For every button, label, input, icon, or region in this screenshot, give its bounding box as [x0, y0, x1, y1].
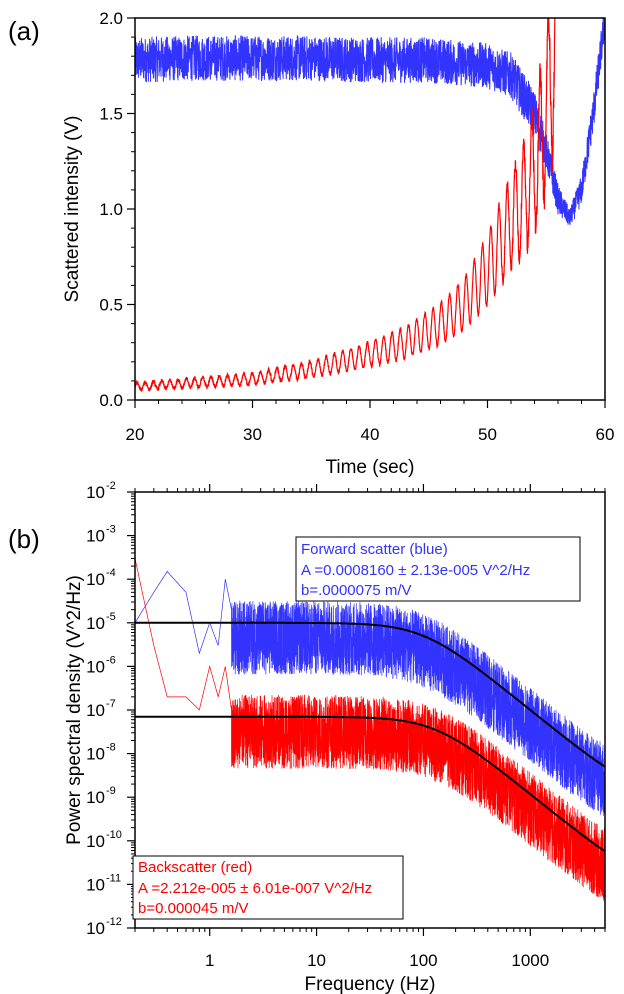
b-ytick-exponent: -10: [106, 829, 122, 841]
b-ytick-exponent: -12: [106, 916, 122, 928]
series-forward-scatter-psd: [135, 570, 605, 816]
panel-b-label: (b): [8, 524, 40, 554]
series-forward-scatter-time: [135, 18, 605, 225]
b-ytick-exponent: -2: [106, 480, 116, 492]
b-ytick-base: 10: [86, 483, 105, 502]
b-ytick-exponent: -5: [106, 611, 116, 623]
b-ytick-label: 10: [86, 527, 105, 546]
b-ytick-label: 10: [86, 614, 105, 633]
panel-a-xlabel: Time (sec): [325, 457, 414, 478]
b-ytick-exponent: -6: [106, 654, 116, 666]
panel-a-series: [135, 18, 605, 392]
series-backscatter-time: [135, 18, 556, 392]
legend-forward-line-3: b=.0000075 m/V: [301, 582, 412, 599]
panel-b-ylabel: Power spectral density (V^2/Hz): [64, 575, 85, 845]
b-ytick-base: 10: [86, 788, 105, 807]
b-xtick-label: 100: [409, 951, 437, 970]
series-backscatter-psd: [135, 558, 605, 901]
b-ytick-label: 10: [86, 657, 105, 676]
panel-a-axes: 20 30 40 50 60 0.0 0.5 1.0 1.5 2.0: [99, 9, 614, 444]
b-ytick-exponent: -7: [106, 698, 116, 710]
b-ytick-exponent: -3: [106, 524, 116, 536]
a-xtick-label: 60: [596, 425, 615, 444]
b-ytick-exponent: -4: [106, 567, 116, 579]
b-ytick-exponent: -9: [106, 785, 116, 797]
a-ytick-label: 1.0: [99, 200, 123, 219]
b-ytick-exponent: -8: [106, 742, 116, 754]
legend-back-line-2: A =2.212e-005 ± 6.01e-007 V^2/Hz: [138, 880, 372, 897]
fit-backscatter: [135, 715, 605, 853]
a-xtick-label: 20: [126, 425, 145, 444]
fit-forward-scatter: [135, 621, 605, 768]
legend-backscatter: Backscatter (red) A =2.212e-005 ± 6.01e-…: [132, 855, 404, 920]
a-ytick-label: 2.0: [99, 9, 123, 28]
b-ytick-base: 10: [86, 527, 105, 546]
a-ytick-label: 0.5: [99, 296, 123, 315]
a-ytick-label: 0.0: [99, 391, 123, 410]
b-ytick-base: 10: [86, 832, 105, 851]
legend-back-line-3: b=0.000045 m/V: [138, 900, 249, 917]
b-ytick-base: 10: [86, 875, 105, 894]
a-xtick-label: 50: [478, 425, 497, 444]
b-ytick-base: 10: [86, 919, 105, 938]
legend-forward-box: [295, 536, 581, 602]
panel-a-ylabel: Scattered intensity (V): [62, 116, 83, 303]
b-ytick-label: 10: [86, 745, 105, 764]
legend-forward-line-1: Forward scatter (blue): [301, 541, 448, 558]
panel-b-series: [135, 558, 605, 901]
b-ytick-label: 10: [86, 919, 105, 938]
b-ytick-label: 10: [86, 832, 105, 851]
panel-b-xlabel: Frequency (Hz): [305, 974, 436, 994]
b-ytick-label: 10: [86, 788, 105, 807]
legend-forward-line-2: A =0.0008160 ± 2.13e-005 V^2/Hz: [301, 562, 530, 579]
b-ytick-label: 10: [86, 875, 105, 894]
b-ytick-base: 10: [86, 657, 105, 676]
b-ytick-base: 10: [86, 701, 105, 720]
b-ytick-base: 10: [86, 745, 105, 764]
a-xtick-label: 40: [361, 425, 380, 444]
b-ytick-base: 10: [86, 614, 105, 633]
b-ytick-base: 10: [86, 570, 105, 589]
b-xtick-label: 1: [205, 951, 214, 970]
a-ytick-label: 1.5: [99, 105, 123, 124]
b-ytick-label: 10: [86, 570, 105, 589]
b-xtick-label: 1000: [511, 951, 549, 970]
b-ytick-label: 10: [86, 701, 105, 720]
legend-forward-scatter: Forward scatter (blue) A =0.0008160 ± 2.…: [295, 536, 581, 602]
legend-back-box: [132, 855, 404, 920]
a-xtick-label: 30: [243, 425, 262, 444]
b-ytick-label: 10: [86, 483, 105, 502]
legend-back-line-1: Backscatter (red): [138, 859, 252, 876]
b-xtick-label: 10: [307, 951, 326, 970]
panel-a: (a) 20 30 40 50 60 0.0 0.5 1.0 1.5 2.0 Time (sec)…: [8, 9, 614, 478]
panel-a-label: (a): [8, 16, 40, 46]
b-ytick-exponent: -11: [106, 872, 121, 884]
